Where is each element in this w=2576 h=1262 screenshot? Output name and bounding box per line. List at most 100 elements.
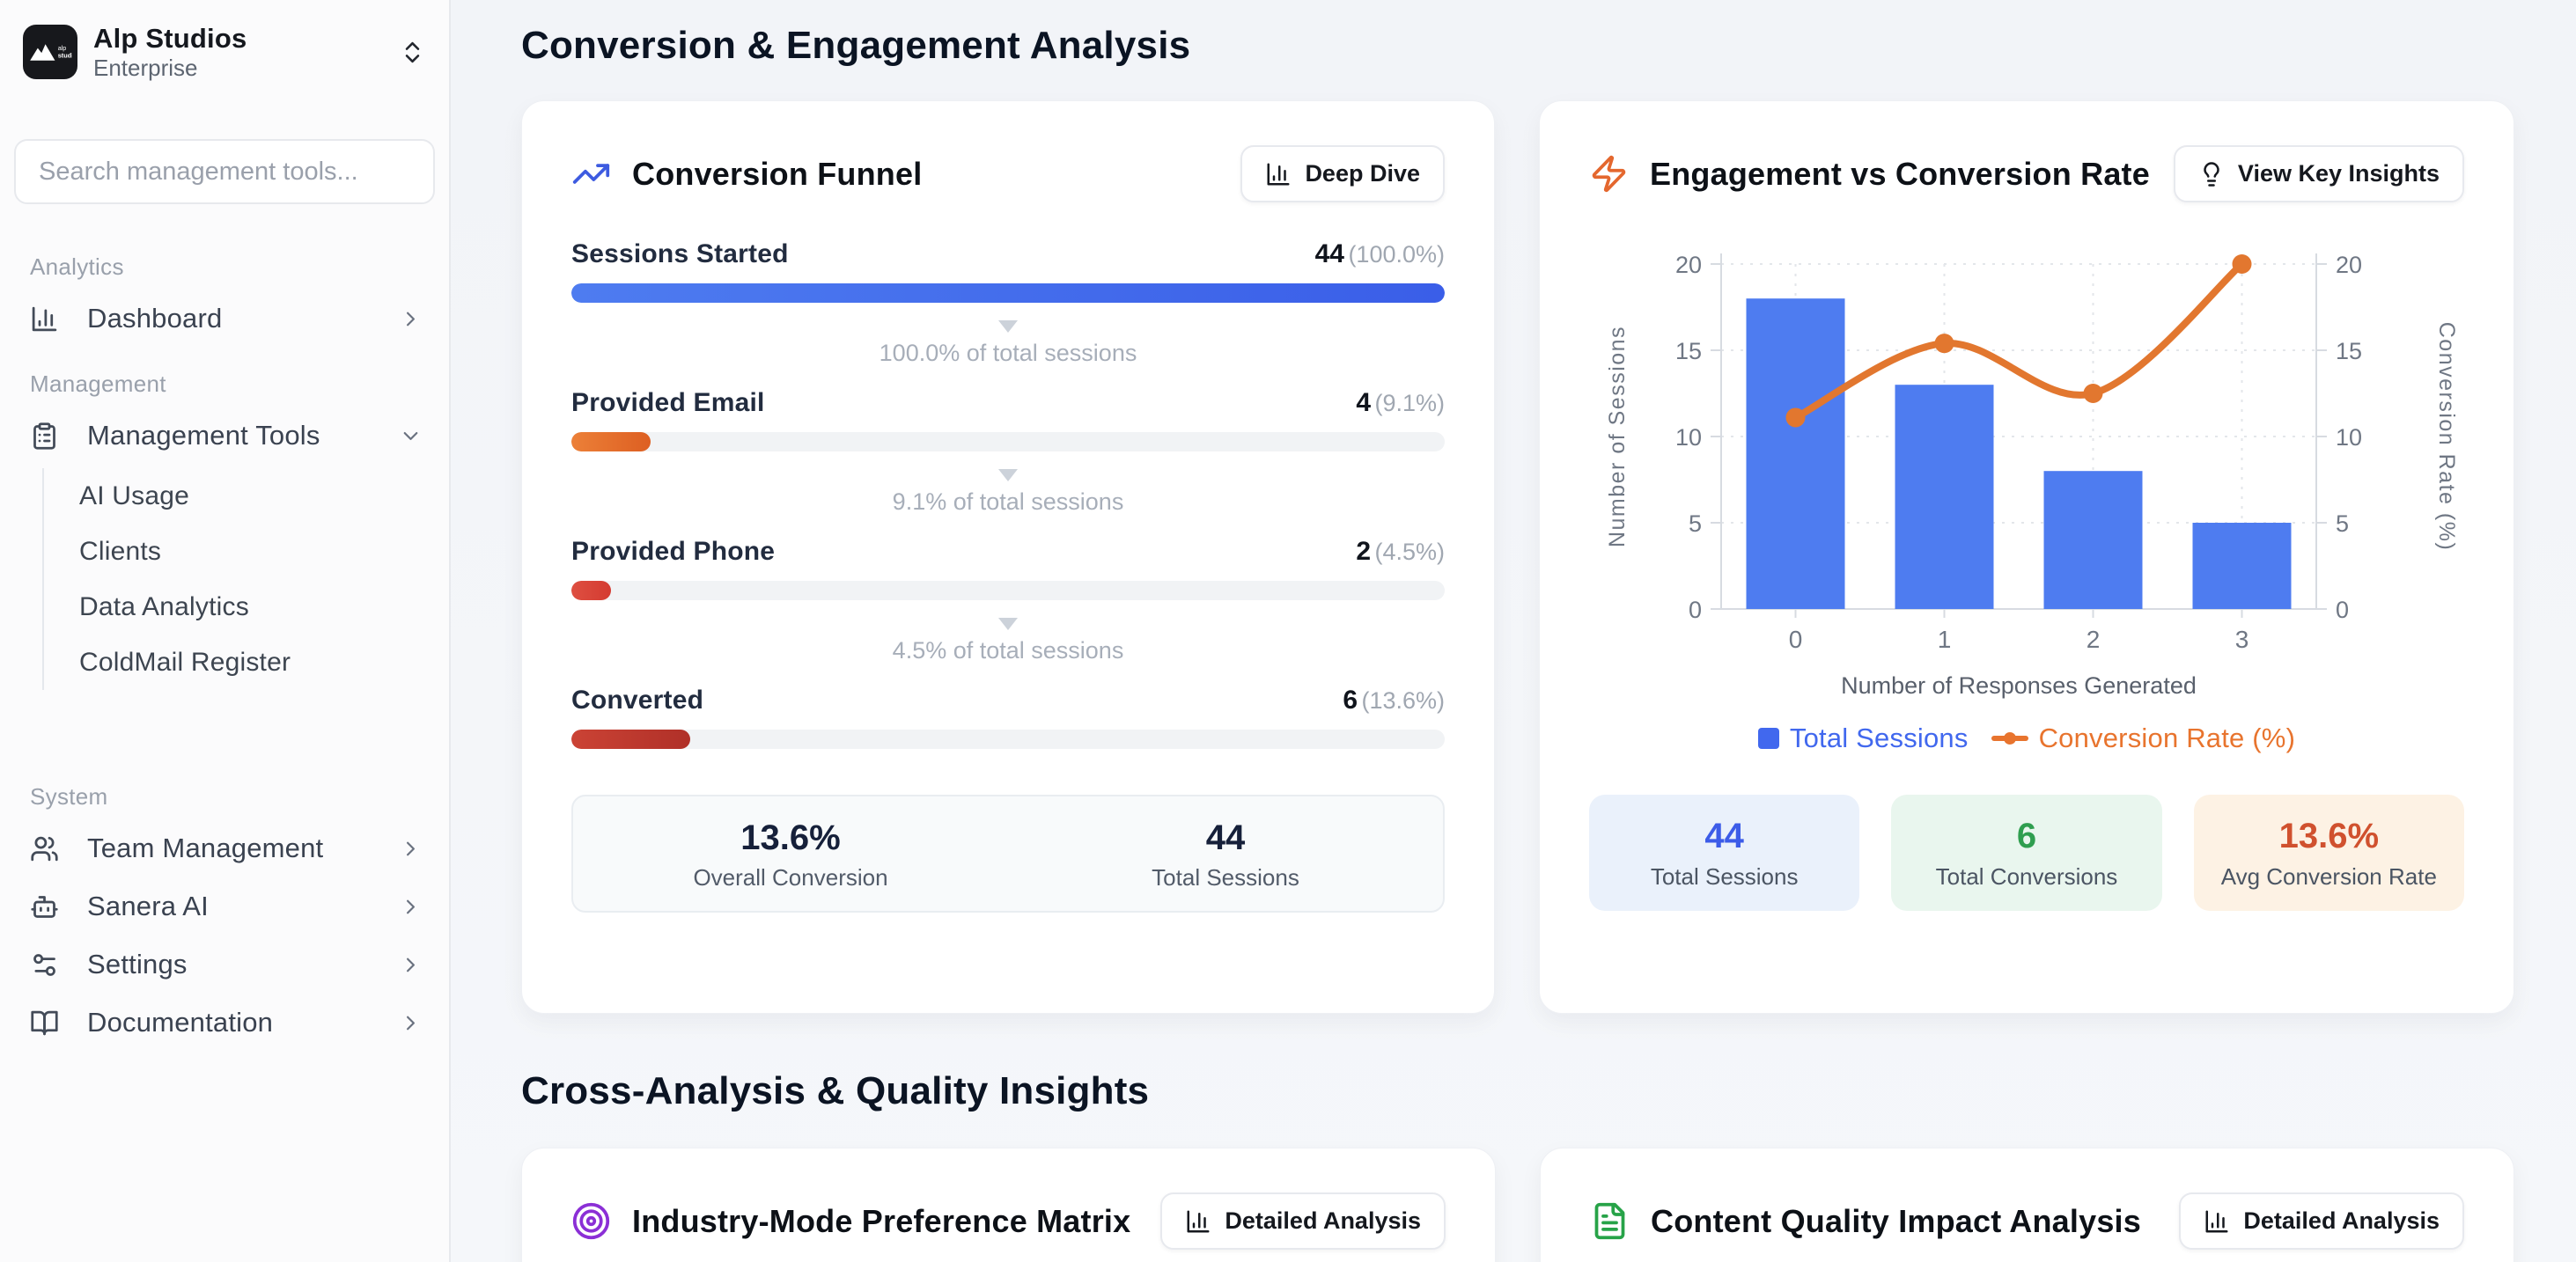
sidebar-subitem-coldmail-register[interactable]: ColdMail Register — [79, 647, 291, 677]
logo-text-studios: studios — [58, 52, 72, 60]
stage-percent: (13.6%) — [1361, 687, 1445, 714]
legend-item-total-sessions: Total Sessions — [1757, 723, 1969, 754]
sidebar-subitem-clients[interactable]: Clients — [79, 536, 162, 566]
view-key-insights-button[interactable]: View Key Insights — [2173, 145, 2464, 202]
card-title: Conversion Funnel — [632, 155, 923, 192]
target-icon — [571, 1201, 611, 1241]
svg-text:2: 2 — [2087, 626, 2101, 653]
sidebar-item-documentation[interactable]: Documentation — [14, 994, 435, 1052]
stage-count: 2 — [1356, 537, 1372, 566]
sidebar-item-label: Settings — [87, 949, 188, 980]
svg-text:10: 10 — [1675, 424, 1702, 451]
analysis-cards-row: Conversion Funnel Deep Dive Sessions Sta… — [521, 100, 2514, 1014]
card-title: Content Quality Impact Analysis — [1651, 1202, 2141, 1239]
sliders-icon — [30, 950, 59, 980]
stage-label: Converted — [571, 686, 704, 715]
legend-line-marker — [1991, 736, 2028, 741]
bar-chart-icon — [1185, 1208, 1211, 1235]
nav-section-label-management: Management — [30, 371, 166, 397]
svg-text:3: 3 — [2235, 626, 2249, 653]
workspace-meta: Alp Studios Enterprise — [93, 23, 399, 81]
industry-mode-matrix-card: Industry-Mode Preference Matrix Detailed… — [521, 1148, 1496, 1262]
nav-section-label-analytics: Analytics — [30, 253, 124, 280]
stage-bar-track — [571, 730, 1445, 749]
svg-text:5: 5 — [1689, 510, 1702, 537]
stage-percent: (9.1%) — [1374, 390, 1445, 416]
deep-dive-button[interactable]: Deep Dive — [1240, 145, 1445, 202]
card-header: Conversion Funnel Deep Dive — [571, 145, 1445, 202]
svg-text:Conversion Rate (%): Conversion Rate (%) — [2434, 322, 2459, 552]
sidebar-item-label: Dashboard — [87, 303, 223, 334]
main-content: Conversion & Engagement Analysis Convers… — [451, 0, 2576, 1262]
svg-text:15: 15 — [1675, 338, 1702, 364]
sidebar-item-settings[interactable]: Settings — [14, 935, 435, 994]
nav-section-label-system: System — [30, 783, 108, 810]
detailed-analysis-button-quality[interactable]: Detailed Analysis — [2179, 1192, 2464, 1250]
stat-total-sessions: 44 Total Sessions — [1589, 795, 1860, 911]
workspace-plan: Enterprise — [93, 55, 198, 81]
stage-percent: (100.0%) — [1348, 241, 1445, 268]
lightbulb-icon — [2198, 161, 2225, 187]
funnel-summary: 13.6% Overall Conversion 44 Total Sessio… — [571, 795, 1445, 913]
page-title: Conversion & Engagement Analysis — [521, 24, 1191, 67]
bar-chart-icon — [2204, 1208, 2230, 1235]
svg-text:20: 20 — [1675, 252, 1702, 278]
stage-label: Provided Email — [571, 388, 765, 417]
sidebar-item-label: Management Tools — [87, 420, 320, 451]
quality-cards-row: Industry-Mode Preference Matrix Detailed… — [521, 1148, 2514, 1262]
chevron-right-icon — [399, 307, 423, 331]
funnel-step-caption: 9.1% of total sessions — [571, 469, 1445, 516]
chevron-right-icon — [399, 895, 423, 919]
stage-bar-track — [571, 432, 1445, 451]
stage-count: 4 — [1356, 388, 1372, 417]
stage-percent: (4.5%) — [1374, 539, 1445, 565]
sidebar-search — [14, 139, 435, 204]
sidebar-subitem-data-analytics[interactable]: Data Analytics — [79, 591, 249, 621]
detailed-analysis-button-matrix[interactable]: Detailed Analysis — [1160, 1192, 1446, 1250]
stat-avg-conversion-rate: 13.6% Avg Conversion Rate — [2193, 795, 2464, 911]
svg-text:0: 0 — [1789, 626, 1803, 653]
chevrons-up-down-icon[interactable] — [399, 39, 426, 66]
funnel-step-caption: 100.0% of total sessions — [571, 320, 1445, 367]
funnel-stage: Provided Phone 2 (4.5%) — [571, 537, 1445, 600]
section2-title: Cross-Analysis & Quality Insights — [521, 1069, 1150, 1112]
sidebar-subitem-ai-usage[interactable]: AI Usage — [79, 481, 189, 510]
conversion-funnel-card: Conversion Funnel Deep Dive Sessions Sta… — [521, 100, 1495, 1014]
chevron-right-icon — [399, 953, 423, 977]
svg-text:20: 20 — [2336, 252, 2362, 278]
chevron-down-icon — [399, 424, 423, 448]
sidebar-item-label: Documentation — [87, 1007, 274, 1038]
stage-bar-fill — [571, 730, 690, 749]
workspace-switcher[interactable]: alp studios Alp Studios Enterprise — [0, 23, 449, 81]
sidebar-item-team-management[interactable]: Team Management — [14, 819, 435, 877]
management-tools-submenu: AI Usage Clients Data Analytics ColdMail… — [42, 468, 435, 690]
card-header: Industry-Mode Preference Matrix Detailed… — [571, 1192, 1446, 1250]
svg-text:15: 15 — [2336, 338, 2362, 364]
search-input[interactable] — [39, 157, 410, 187]
summary-total-sessions: 44 Total Sessions — [1152, 818, 1299, 891]
trending-up-icon — [571, 154, 611, 194]
stage-label: Sessions Started — [571, 239, 789, 268]
sidebar-item-sanera-ai[interactable]: Sanera AI — [14, 877, 435, 935]
funnel-step-arrow-icon — [998, 469, 1018, 481]
users-icon — [30, 834, 59, 863]
legend-square-marker — [1757, 728, 1779, 749]
stage-count: 6 — [1343, 686, 1358, 715]
bar-chart-icon — [30, 304, 59, 334]
chart-legend: Total Sessions Conversion Rate (%) — [1589, 723, 2464, 754]
file-text-icon — [1590, 1201, 1630, 1241]
zap-icon — [1589, 154, 1629, 194]
sidebar-item-label: Sanera AI — [87, 891, 209, 921]
stage-bar-track — [571, 581, 1445, 600]
svg-text:0: 0 — [1689, 597, 1702, 623]
engagement-stats-row: 44 Total Sessions 6 Total Conversions 13… — [1589, 795, 2464, 911]
workspace-name: Alp Studios — [93, 23, 247, 54]
funnel-stages: Sessions Started 44 (100.0%) 100.0% of t… — [571, 239, 1445, 749]
svg-text:5: 5 — [2336, 510, 2349, 537]
sidebar-item-dashboard[interactable]: Dashboard — [14, 290, 435, 348]
sidebar-item-management-tools[interactable]: Management Tools — [14, 407, 435, 465]
sidebar: alp studios Alp Studios Enterprise Analy… — [0, 0, 451, 1262]
stage-count: 44 — [1314, 239, 1344, 268]
funnel-step-caption: 4.5% of total sessions — [571, 618, 1445, 664]
book-open-icon — [30, 1009, 59, 1038]
